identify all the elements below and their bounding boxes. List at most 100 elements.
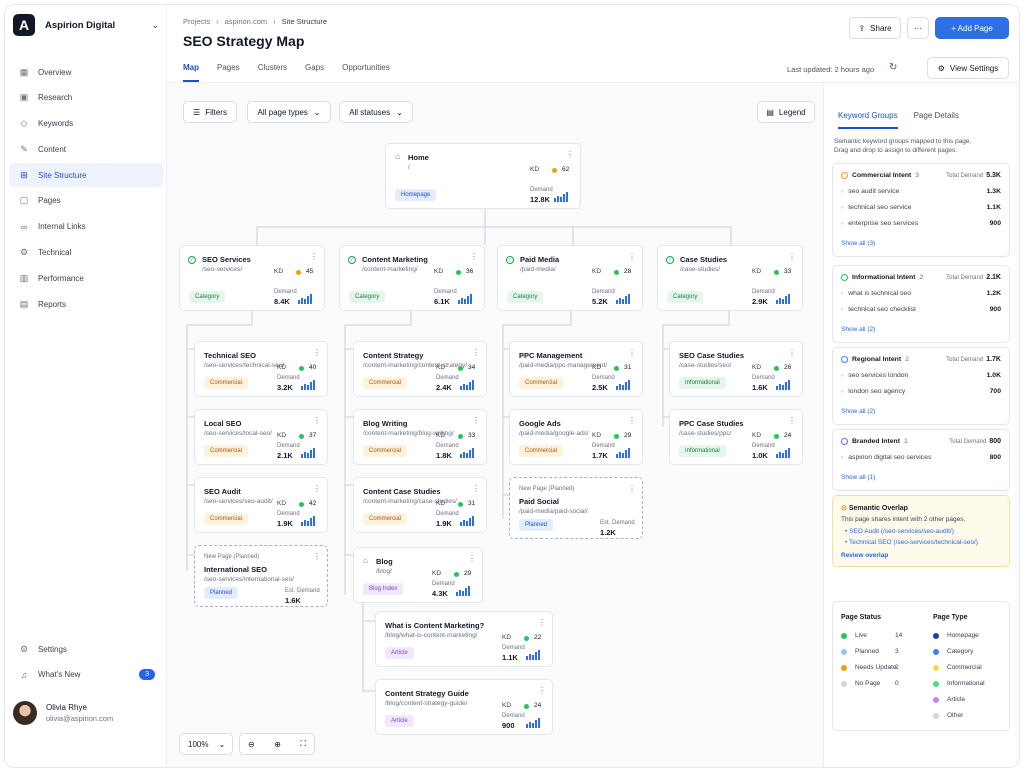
- show-all-link[interactable]: Show all (2): [841, 408, 876, 415]
- sidebar-item-keywords[interactable]: ◇ Keywords: [9, 112, 163, 136]
- user-profile[interactable]: Olivia Rhye olivia@aspirion.com: [13, 701, 113, 725]
- tab-page-details[interactable]: Page Details: [913, 111, 959, 120]
- card-menu-icon[interactable]: ⋮: [788, 252, 796, 261]
- tab-keyword-groups[interactable]: Keyword Groups: [838, 111, 898, 129]
- sidebar-item-settings[interactable]: ⚙ Settings: [9, 637, 163, 661]
- review-overlap-link[interactable]: Review overlap: [841, 552, 889, 559]
- sidebar-item-whats-new[interactable]: ♫ What's New 3: [9, 663, 163, 687]
- sidebar-item-site-structure[interactable]: ⊞ Site Structure: [9, 163, 163, 188]
- tab-opportunities[interactable]: Opportunities: [342, 63, 390, 72]
- page-card-child[interactable]: ⋮ ⌂ Blog/blog/KD 29 Demand 4.3K Blog Index: [353, 547, 483, 603]
- show-all-link[interactable]: Show all (3): [841, 240, 876, 247]
- card-menu-icon[interactable]: ⋮: [472, 416, 480, 425]
- legend-button[interactable]: ▤ Legend: [757, 101, 815, 123]
- sidebar-item-performance[interactable]: ▥ Performance: [9, 266, 163, 290]
- page-card-child[interactable]: ⋮ New Page (Planned) Paid Social/paid-medi…: [509, 477, 643, 539]
- page-card-child[interactable]: ⋮ Content Strategy/content-marketing/cont…: [353, 341, 487, 397]
- card-menu-icon[interactable]: ⋮: [788, 416, 796, 425]
- breadcrumb-projects[interactable]: Projects: [183, 17, 211, 26]
- tab-gaps[interactable]: Gaps: [305, 63, 325, 72]
- card-menu-icon[interactable]: ⋮: [628, 484, 636, 493]
- sidebar-item-reports[interactable]: ▤ Reports: [9, 292, 163, 316]
- page-card-child[interactable]: ⋮ SEO Case Studies/case-studies/seo/KD 26 D…: [669, 341, 803, 397]
- show-all-link[interactable]: Show all (2): [841, 326, 876, 333]
- filters-button[interactable]: ☰ Filters: [183, 101, 237, 123]
- status-select[interactable]: All statuses ⌄: [339, 101, 413, 123]
- keyword-row[interactable]: › seo services london 1.0K: [841, 372, 1001, 379]
- overlap-link[interactable]: • SEO Audit (/seo-services/seo-audit/): [845, 528, 954, 535]
- page-card-child[interactable]: ⋮ Local SEO/seo-services/local-seo/KD 37 De…: [194, 409, 328, 465]
- zoom-in-icon[interactable]: ⊕: [274, 739, 281, 749]
- keyword-group-card[interactable]: Regional Intent 2 Total Demand 1.7K › seo ser…: [832, 347, 1010, 425]
- overlap-link[interactable]: • Technical SEO (/seo-services/technical…: [845, 539, 978, 546]
- share-button[interactable]: ⇪ Share: [849, 17, 901, 39]
- page-card-section[interactable]: ⋮ ✓ SEO Services/seo-services/KD 45 Demand 8.…: [179, 245, 325, 311]
- more-options-button[interactable]: ···: [907, 17, 929, 39]
- page-card-child[interactable]: ⋮ Content Case Studies/content-marketing/…: [353, 477, 487, 533]
- tab-map[interactable]: Map: [183, 63, 199, 82]
- keyword-row[interactable]: › technical seo checklist 900: [841, 306, 1001, 313]
- page-card-child[interactable]: ⋮ What is Content Marketing? /blog/what-is…: [375, 611, 553, 667]
- add-page-button[interactable]: + Add Page: [935, 17, 1009, 39]
- card-menu-icon[interactable]: ⋮: [538, 686, 546, 695]
- page-card-child[interactable]: ⋮ SEO Audit/seo-services/seo-audit/KD 42 De…: [194, 477, 328, 533]
- breadcrumb-domain[interactable]: aspirion.com: [224, 17, 268, 26]
- keyword-group-card[interactable]: Commercial Intent 3 Total Demand 5.3K › seo a…: [832, 163, 1010, 257]
- page-card-section[interactable]: ⋮ ✓ Case Studies/case-studies/KD 33 Demand 2.…: [657, 245, 803, 311]
- drag-handle-icon[interactable]: ›: [841, 188, 844, 195]
- workspace-switcher[interactable]: A Aspirion Digital ⌄: [13, 13, 159, 37]
- page-card-child[interactable]: ⋮ Blog Writing/content-marketing/blog-wri…: [353, 409, 487, 465]
- page-card-child[interactable]: ⋮ New Page (Planned) International SEO/seo…: [194, 545, 328, 607]
- sidebar-item-pages[interactable]: ▢ Pages: [9, 189, 163, 213]
- keyword-row[interactable]: › seo audit service 1.3K: [841, 188, 1001, 195]
- card-menu-icon[interactable]: ⋮: [313, 484, 321, 493]
- page-card-home[interactable]: ⋮ ⌂ Home / KD 62 Demand 12.8K Homepage: [385, 143, 581, 209]
- page-type-select[interactable]: All page types ⌄: [247, 101, 331, 123]
- card-menu-icon[interactable]: ⋮: [468, 554, 476, 563]
- keyword-row[interactable]: › enterprise seo services 900: [841, 220, 1001, 227]
- page-card-child[interactable]: ⋮ PPC Management/paid-media/ppc-managemen…: [509, 341, 643, 397]
- sidebar-item-internal-links[interactable]: ∞ Internal Links: [9, 215, 163, 239]
- tab-pages[interactable]: Pages: [217, 63, 240, 72]
- drag-handle-icon[interactable]: ›: [841, 220, 844, 227]
- structure-map-canvas[interactable]: ⋮ ⌂ Home / KD 62 Demand 12.8K Homepage ⋮ ✓ SEO Serv…: [167, 85, 821, 767]
- drag-handle-icon[interactable]: ›: [841, 306, 844, 313]
- sidebar-item-content[interactable]: ✎ Content: [9, 137, 163, 161]
- drag-handle-icon[interactable]: ›: [841, 204, 844, 211]
- drag-handle-icon[interactable]: ›: [841, 388, 844, 395]
- page-card-section[interactable]: ⋮ ✓ Content Marketing/content-marketing/KD…: [339, 245, 485, 311]
- card-menu-icon[interactable]: ⋮: [310, 252, 318, 261]
- keyword-row[interactable]: › what is technical seo 1.2K: [841, 290, 1001, 297]
- page-card-child[interactable]: ⋮ PPC Case Studies/case-studies/ppc/KD 24 D…: [669, 409, 803, 465]
- card-menu-icon[interactable]: ⋮: [470, 252, 478, 261]
- drag-handle-icon[interactable]: ›: [841, 290, 844, 297]
- card-menu-icon[interactable]: ⋮: [628, 416, 636, 425]
- keyword-row[interactable]: › london seo agency 700: [841, 388, 1001, 395]
- keyword-group-card[interactable]: Informational Intent 2 Total Demand 2.1K › wh…: [832, 265, 1010, 343]
- card-menu-icon[interactable]: ⋮: [538, 618, 546, 627]
- drag-handle-icon[interactable]: ›: [841, 454, 844, 461]
- zoom-out-icon[interactable]: ⊖: [248, 739, 255, 749]
- keyword-group-card[interactable]: Branded Intent 1 Total Demand 800 › aspirion …: [832, 429, 1010, 491]
- keyword-row[interactable]: › aspirion digital seo services 800: [841, 454, 1001, 461]
- page-card-child[interactable]: ⋮ Technical SEO/seo-services/technical-se…: [194, 341, 328, 397]
- drag-handle-icon[interactable]: ›: [841, 372, 844, 379]
- card-menu-icon[interactable]: ⋮: [628, 252, 636, 261]
- card-menu-icon[interactable]: ⋮: [313, 416, 321, 425]
- card-menu-icon[interactable]: ⋮: [566, 150, 574, 159]
- sidebar-item-overview[interactable]: ▦ Overview: [9, 60, 163, 84]
- tab-clusters[interactable]: Clusters: [257, 63, 288, 72]
- keyword-row[interactable]: › technical seo service 1.1K: [841, 204, 1001, 211]
- zoom-select[interactable]: 100% ⌄: [179, 733, 233, 755]
- refresh-icon[interactable]: ↻: [889, 62, 898, 73]
- card-menu-icon[interactable]: ⋮: [628, 348, 636, 357]
- show-all-link[interactable]: Show all (1): [841, 474, 876, 481]
- card-menu-icon[interactable]: ⋮: [788, 348, 796, 357]
- card-menu-icon[interactable]: ⋮: [313, 552, 321, 561]
- page-card-child[interactable]: ⋮ Google Ads/paid-media/google-ads/KD 29 De…: [509, 409, 643, 465]
- sidebar-item-research[interactable]: ▣ Research: [9, 86, 163, 110]
- page-card-section[interactable]: ⋮ ✓ Paid Media/paid-media/KD 28 Demand 5.2K Ca…: [497, 245, 643, 311]
- card-menu-icon[interactable]: ⋮: [313, 348, 321, 357]
- sidebar-item-technical[interactable]: ⚙ Technical: [9, 241, 163, 265]
- page-card-child[interactable]: ⋮ Content Strategy Guide/blog/content-str…: [375, 679, 553, 735]
